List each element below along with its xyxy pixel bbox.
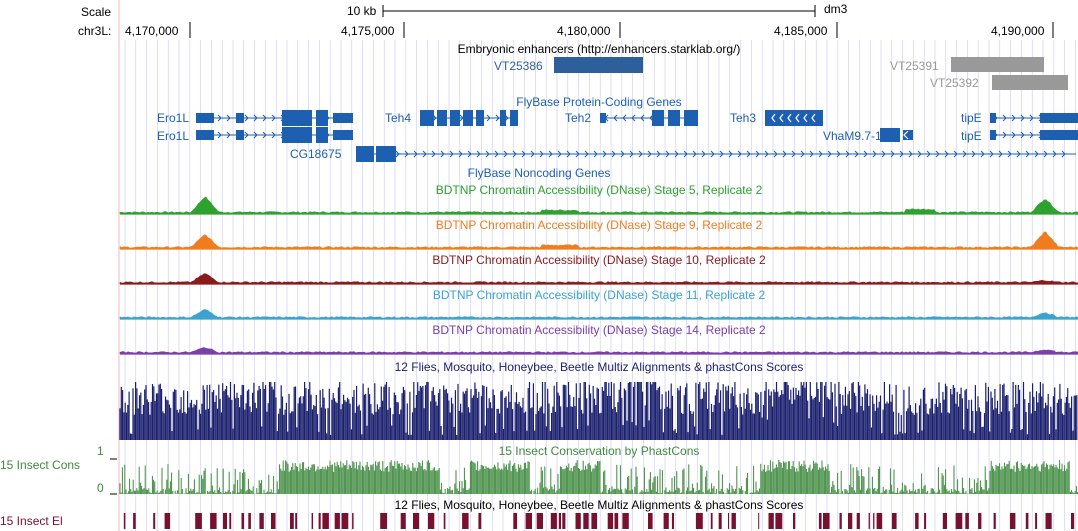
ruler-ticks	[189, 22, 1054, 38]
phastcons-axis	[110, 458, 117, 495]
scale-label: Scale	[81, 5, 112, 19]
gene-label-tipe-b[interactable]: tipE	[961, 129, 982, 143]
side-label-phastcons[interactable]: 15 Insect Cons	[0, 458, 81, 472]
ruler-position-1: 4,170,000	[125, 24, 179, 38]
track-title-noncoding[interactable]: FlyBase Noncoding Genes	[467, 166, 611, 180]
ruler-scale-bar	[382, 5, 816, 17]
enhancer-vt25392[interactable]	[992, 75, 1068, 90]
ruler-position-5: 4,190,000	[991, 24, 1045, 38]
enhancer-vt25391[interactable]	[951, 57, 1044, 72]
track-title-multiz[interactable]: 12 Flies, Mosquito, Honeybee, Beetle Mul…	[394, 360, 804, 374]
gene-label-cg18675[interactable]: CG18675	[290, 147, 342, 161]
conserved-elements[interactable]	[123, 513, 1075, 529]
gene-label-teh4[interactable]: Teh4	[385, 111, 412, 125]
track-title-dnase-stage5[interactable]: BDTNP Chromatin Accessibility (DNase) St…	[435, 183, 763, 197]
enhancer-label-vt25386[interactable]: VT25386	[494, 59, 543, 73]
gene-label-teh3[interactable]: Teh3	[730, 111, 757, 125]
enhancer-label-vt25391[interactable]: VT25391	[890, 59, 939, 73]
phastcons-axis-min: 0	[97, 481, 104, 495]
phastcons-axis-max: 1	[97, 444, 104, 458]
track-title-dnase-stage11[interactable]: BDTNP Chromatin Accessibility (DNase) St…	[432, 288, 766, 302]
track-title-dnase-stage9[interactable]: BDTNP Chromatin Accessibility (DNase) St…	[435, 218, 763, 232]
side-label-elements[interactable]: 15 Insect El	[0, 514, 63, 528]
gene-label-tipe-a[interactable]: tipE	[961, 111, 982, 125]
enhancer-vt25386[interactable]	[554, 57, 643, 73]
track-title-dnase-stage14[interactable]: BDTNP Chromatin Accessibility (DNase) St…	[432, 323, 766, 337]
ruler-position-3: 4,180,000	[557, 24, 611, 38]
enhancer-label-vt25392[interactable]: VT25392	[930, 76, 979, 90]
track-title-protein-genes[interactable]: FlyBase Protein-Coding Genes	[516, 95, 682, 109]
gene-label-vham9[interactable]: VhaM9.7-1	[823, 129, 882, 143]
protein-coding-genes[interactable]	[196, 110, 1078, 162]
track-title-phastcons[interactable]: 15 Insect Conservation by PhastCons	[498, 444, 700, 458]
scale-bar-text: 10 kb	[347, 4, 377, 18]
track-title-multiz-2[interactable]: 12 Flies, Mosquito, Honeybee, Beetle Mul…	[394, 498, 804, 512]
ruler-position-2: 4,175,000	[341, 24, 395, 38]
gene-label-ero1l-a[interactable]: Ero1L	[157, 111, 190, 125]
ruler-position-4: 4,185,000	[774, 24, 828, 38]
track-title-dnase-stage10[interactable]: BDTNP Chromatin Accessibility (DNase) St…	[432, 253, 766, 267]
gene-label-teh2[interactable]: Teh2	[565, 111, 592, 125]
multiz-wiggle[interactable]	[119, 382, 1078, 440]
phastcons-wiggle[interactable]	[119, 460, 1078, 494]
chrom-label: chr3L:	[78, 24, 112, 38]
track-title-enhancers[interactable]: Embryonic enhancers (http://enhancers.st…	[457, 42, 741, 56]
assembly-label: dm3	[824, 2, 848, 16]
dnase-tracks	[119, 196, 1078, 355]
gene-label-ero1l-b[interactable]: Ero1L	[157, 129, 190, 143]
